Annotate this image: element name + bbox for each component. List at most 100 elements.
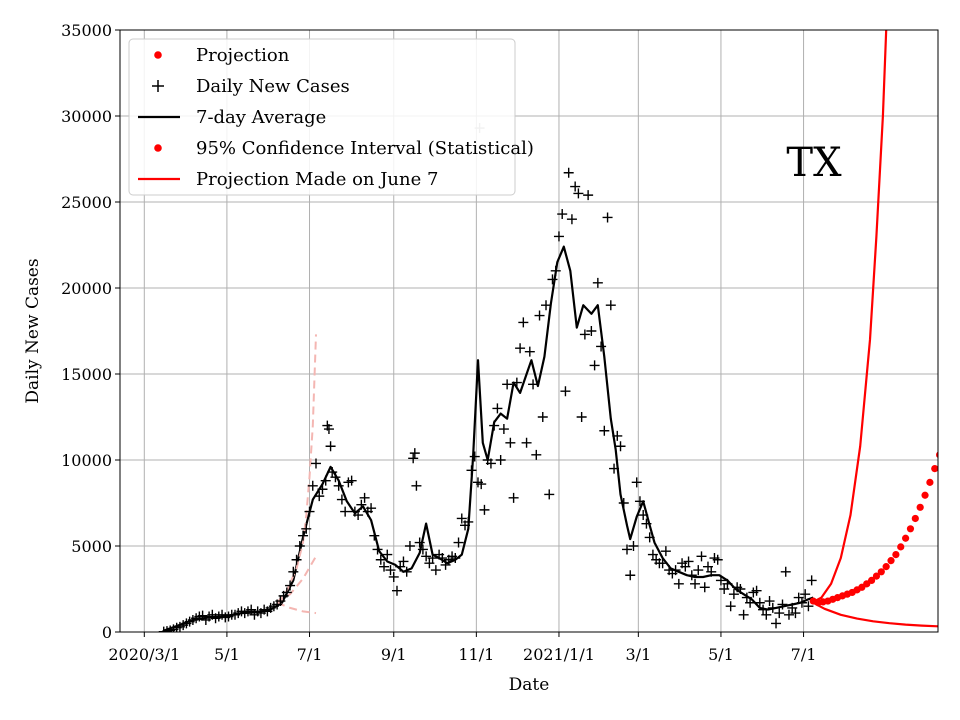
data-point <box>790 608 801 619</box>
data-point <box>369 530 380 541</box>
data-point <box>524 346 535 357</box>
data-point <box>576 412 587 422</box>
data-point <box>375 554 386 565</box>
data-point <box>304 506 315 517</box>
projection-point <box>902 534 910 542</box>
data-point <box>754 597 765 608</box>
data-point <box>800 589 811 600</box>
data-point <box>485 458 496 469</box>
data-point <box>560 386 571 397</box>
data-point <box>631 477 642 488</box>
data-point <box>618 498 629 508</box>
data-point <box>592 277 603 288</box>
projection-point <box>867 576 876 585</box>
data-point <box>518 317 529 328</box>
data-point <box>550 265 561 276</box>
legend-entry: Daily New Cases <box>152 76 350 97</box>
legend-label: 7-day Average <box>196 107 326 128</box>
data-point <box>388 571 399 582</box>
data-point <box>774 608 785 619</box>
data-point <box>602 212 613 223</box>
data-point <box>787 602 798 613</box>
legend-label: Projection <box>196 45 290 66</box>
data-point <box>437 553 448 564</box>
data-point <box>275 596 286 607</box>
data-point <box>728 589 739 600</box>
data-point <box>696 551 707 562</box>
data-point <box>586 326 597 336</box>
data-point <box>570 181 581 192</box>
data-point <box>320 475 331 486</box>
data-point <box>725 601 736 612</box>
data-point <box>379 561 390 572</box>
data-point <box>644 532 655 543</box>
x-axis-label: Date <box>509 675 550 695</box>
data-point <box>566 214 577 225</box>
legend-box <box>128 38 516 196</box>
data-point <box>281 587 292 598</box>
data-point <box>505 437 516 448</box>
data-point <box>615 441 626 452</box>
data-point <box>780 566 791 577</box>
data-point <box>307 480 318 491</box>
data-point <box>680 561 691 572</box>
legend-label: 95% Confidence Interval (Statistical) <box>196 138 534 159</box>
data-point <box>557 209 568 220</box>
projection-point <box>911 514 919 523</box>
data-point <box>424 558 435 569</box>
data-point <box>751 585 762 596</box>
data-point <box>803 601 814 612</box>
y-tick-label: 10000 <box>61 451 112 470</box>
data-point <box>456 513 467 524</box>
data-point <box>612 430 623 441</box>
data-point <box>722 578 733 589</box>
data-point <box>330 472 341 483</box>
data-point <box>686 570 697 581</box>
data-point <box>327 467 338 478</box>
data-point <box>288 566 299 577</box>
data-point <box>314 491 325 502</box>
data-point <box>583 190 594 201</box>
data-point <box>537 412 548 422</box>
data-point <box>638 510 649 521</box>
legend-entry: 95% Confidence Interval (Statistical) <box>154 138 534 159</box>
data-point <box>634 496 645 507</box>
data-point <box>294 541 305 551</box>
data-point <box>641 518 652 529</box>
data-point <box>359 492 370 503</box>
y-tick-label: 15000 <box>61 365 112 384</box>
data-point <box>401 566 412 577</box>
data-point <box>579 329 590 340</box>
data-point <box>628 541 639 551</box>
data-point <box>411 480 422 491</box>
data-point <box>353 510 364 521</box>
data-point <box>706 566 717 577</box>
projection-point <box>887 557 895 565</box>
dashed-line <box>276 601 317 615</box>
data-point <box>398 556 409 567</box>
data-point <box>767 602 778 613</box>
data-point <box>502 379 513 390</box>
x-tick-label: 7/1 <box>297 645 323 664</box>
x-tick-label: 11/1 <box>458 645 494 664</box>
plot-frame <box>119 29 939 633</box>
projection-point <box>877 568 885 576</box>
data-point <box>395 561 406 572</box>
data-point <box>495 455 506 465</box>
data-point <box>625 570 636 581</box>
data-point <box>366 503 377 514</box>
data-point <box>333 480 344 491</box>
data-point <box>771 618 782 629</box>
state-annotation: TX <box>786 140 842 186</box>
data-point <box>317 484 328 495</box>
data-point <box>340 506 351 517</box>
data-point <box>702 561 713 572</box>
data-point <box>647 549 658 560</box>
data-point <box>414 537 425 548</box>
data-point <box>463 516 474 527</box>
data-point <box>621 544 632 555</box>
data-point <box>534 310 545 321</box>
data-point <box>544 489 555 500</box>
data-point <box>498 424 509 435</box>
y-tick-label: 25000 <box>61 193 112 212</box>
